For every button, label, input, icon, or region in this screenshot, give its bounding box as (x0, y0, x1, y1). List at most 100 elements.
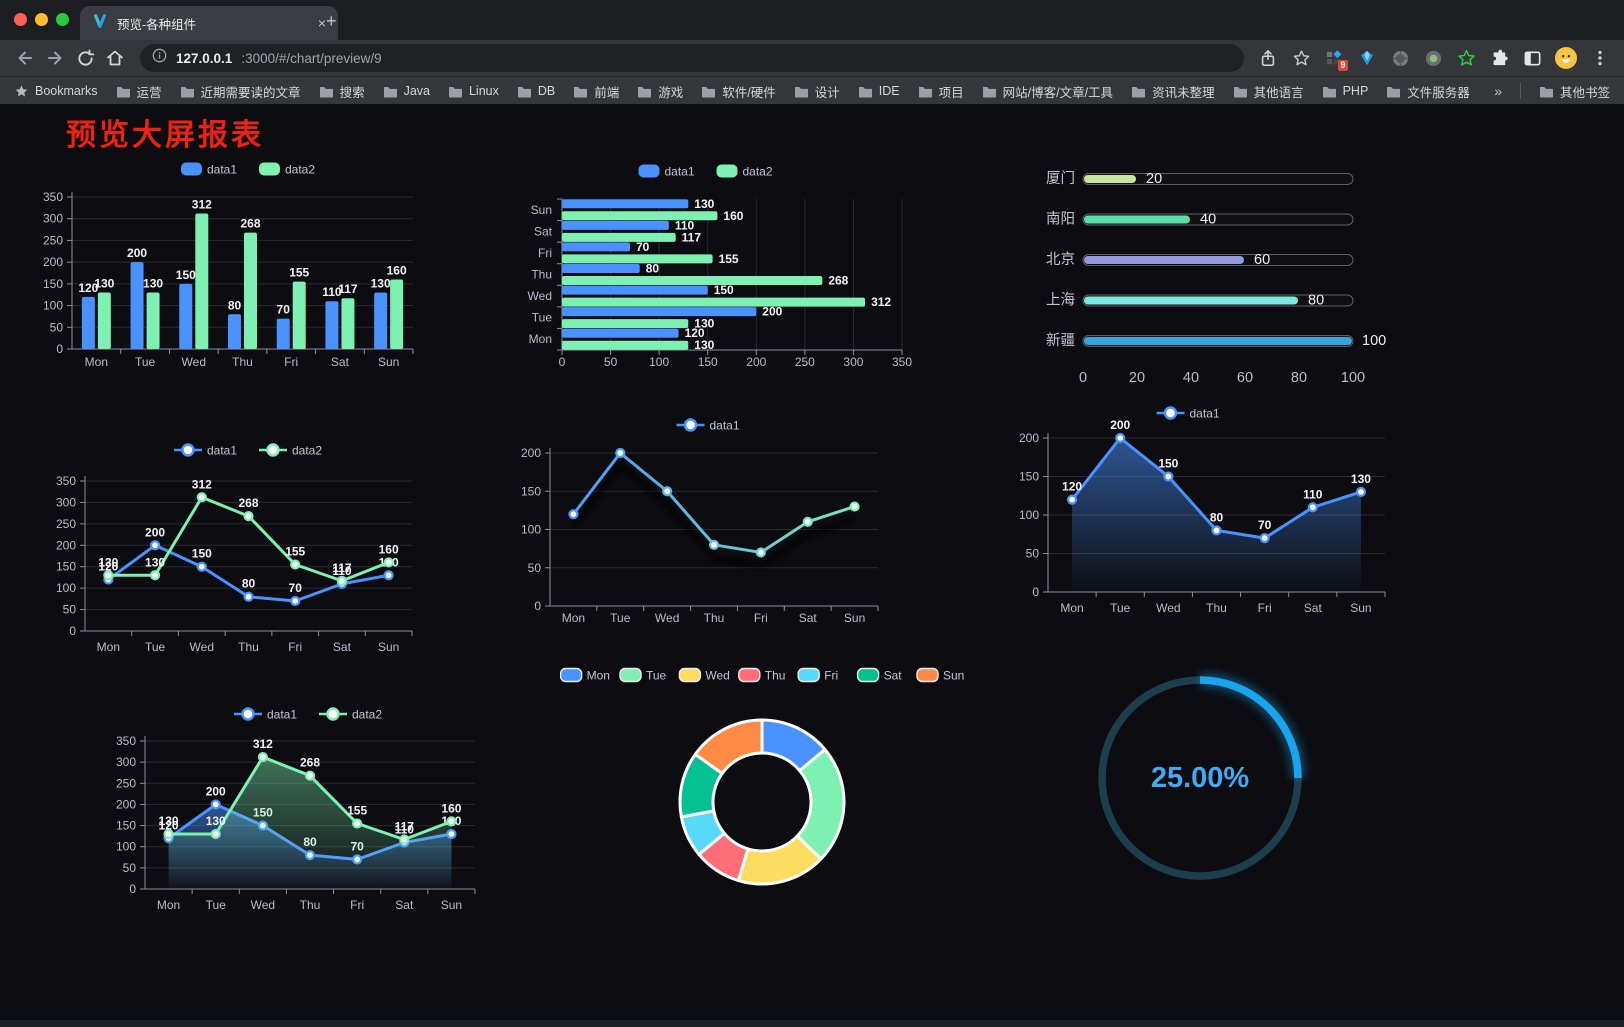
chart-donut[interactable]: Mon Tue Wed Thu Fri Sat Sun (559, 655, 970, 910)
legend-item-data2[interactable]: data2 (716, 164, 773, 179)
minimize-window-button[interactable] (35, 13, 48, 26)
bookmark-folder[interactable]: Java (383, 84, 430, 98)
legend-item-Sat[interactable]: Sat (856, 667, 903, 683)
gauge-canvas[interactable]: 25.00% (1088, 666, 1312, 890)
svg-text:200: 200 (145, 525, 165, 539)
bookmark-folder[interactable]: 设计 (794, 82, 840, 101)
home-button[interactable] (100, 43, 130, 73)
legend-item-data2[interactable]: data2 (319, 707, 382, 722)
legend-item-Thu[interactable]: Thu (738, 667, 786, 683)
svg-text:25.00%: 25.00% (1151, 762, 1250, 794)
folder-icon (638, 86, 652, 98)
profile-avatar[interactable] (1555, 47, 1577, 69)
line-gradient-canvas[interactable]: data1 0 50 100 150 200 Mon Tue Wed Thu Fri Sat Sun (500, 400, 920, 635)
bookmark-folder[interactable]: 项目 (918, 82, 964, 101)
donut-canvas[interactable]: Mon Tue Wed Thu Fri Sat Sun (559, 655, 970, 905)
extension-green-dot-icon[interactable] (1423, 48, 1443, 68)
chart-progress-bars[interactable]: 厦门 20 南阳 40 北京 60 上海 80 新疆 100 0 20 40 60 80 100 (990, 152, 1410, 392)
progress-canvas[interactable]: 厦门 20 南阳 40 北京 60 上海 80 新疆 100 0 20 40 60 80 100 (990, 152, 1410, 387)
bookmark-folder[interactable]: 软件/硬件 (701, 82, 776, 101)
legend-item-Tue[interactable]: Tue (619, 667, 667, 683)
close-window-button[interactable] (14, 13, 27, 26)
extension-shutter-icon[interactable] (1390, 48, 1410, 68)
legend-item-data1[interactable]: data1 (181, 162, 237, 177)
svg-text:40: 40 (1200, 212, 1216, 228)
bookmark-folder[interactable]: 搜索 (319, 82, 365, 101)
bookmark-folder-label: IDE (878, 84, 900, 98)
extension-gem-icon[interactable] (1357, 48, 1377, 68)
chart-bar-grouped[interactable]: data1 data2 0 50 100 150 200 250 300 350 Mon Tue Wed… (40, 153, 460, 383)
bar-grouped-canvas[interactable]: data1 data2 0 50 100 150 200 250 300 350 Mon Tue Wed… (40, 153, 460, 378)
chart-gauge[interactable]: 25.00% (1088, 666, 1312, 895)
chart-area-grouped[interactable]: data1 data2 0 50 100 150 200 250 300 350 Mon Tue Wed… (100, 700, 520, 945)
legend-item-data2[interactable]: data2 (259, 162, 315, 177)
side-panel-icon[interactable] (1522, 48, 1542, 68)
legend-item-Sun[interactable]: Sun (916, 667, 964, 683)
extension-green-star-icon[interactable] (1456, 48, 1476, 68)
svg-text:80: 80 (1291, 370, 1307, 386)
bookmark-folder[interactable]: 近期需要读的文章 (180, 82, 301, 101)
bookmark-folder-label: PHP (1342, 84, 1369, 98)
bookmark-folder[interactable]: PHP (1322, 84, 1369, 98)
area-single-canvas[interactable]: data1 0 50 100 150 200 Mon Tue Wed Thu Fri Sat Sun 12… (980, 390, 1400, 625)
bookmark-folder[interactable]: 前端 (573, 82, 619, 101)
extension-grid-diamond-icon[interactable]: 9 (1324, 48, 1348, 71)
chart-area-single[interactable]: data1 0 50 100 150 200 Mon Tue Wed Thu Fri Sat Sun 12… (980, 390, 1400, 630)
bookmark-folder[interactable]: 网站/博客/文章/工具 (982, 82, 1113, 101)
bar-horizontal-canvas[interactable]: data1 data2 0 50 100 150 200 250 300 350 Mon Tue Wed… (500, 153, 915, 378)
svg-text:268: 268 (238, 496, 258, 510)
bookmark-folder[interactable]: 游戏 (637, 82, 683, 101)
svg-text:厦门: 厦门 (1046, 170, 1075, 187)
bookmarks-overflow-chevron[interactable]: » (1494, 83, 1502, 99)
bookmark-folder[interactable]: DB (517, 84, 555, 98)
legend-item-Fri[interactable]: Fri (797, 667, 838, 683)
new-tab-button[interactable]: + (326, 11, 337, 31)
zoom-window-button[interactable] (56, 13, 69, 26)
svg-text:data1: data1 (207, 444, 237, 458)
back-button[interactable] (10, 43, 40, 73)
bookmark-folder[interactable]: IDE (858, 84, 900, 98)
address-bar[interactable]: 127.0.0.1:3000/#/chart/preview/9 (140, 44, 1244, 72)
bookmark-folder[interactable]: 其他语言 (1233, 82, 1304, 101)
bookmark-folder[interactable]: 资讯未整理 (1131, 82, 1215, 101)
svg-text:Sat: Sat (799, 611, 818, 625)
legend-item-data1[interactable]: data1 (638, 164, 695, 179)
chart-bar-horizontal[interactable]: data1 data2 0 50 100 150 200 250 300 350 Mon Tue Wed… (500, 153, 915, 383)
bookmark-folder[interactable]: Linux (448, 84, 499, 98)
reload-button[interactable] (70, 43, 100, 73)
extensions-puzzle-icon[interactable] (1489, 48, 1509, 68)
svg-text:Fri: Fri (284, 355, 298, 369)
area-grouped-canvas[interactable]: data1 data2 0 50 100 150 200 250 300 350 Mon Tue Wed… (100, 700, 520, 940)
svg-text:Thu: Thu (765, 669, 786, 683)
legend-item-data1[interactable]: data1 (676, 418, 740, 433)
bookmark-star-icon[interactable] (1291, 48, 1311, 68)
other-bookmarks-item[interactable]: 其他书签 (1539, 82, 1610, 101)
legend-item-data1[interactable]: data1 (234, 707, 297, 722)
legend-item-Mon[interactable]: Mon (559, 667, 610, 683)
legend-item-data2[interactable]: data2 (259, 443, 322, 458)
svg-text:20: 20 (1129, 370, 1145, 386)
forward-button[interactable] (40, 43, 70, 73)
legend-item-data1[interactable]: data1 (174, 443, 237, 458)
bookmark-folder[interactable]: 运营 (116, 82, 162, 101)
bookmark-folder-label: 软件/硬件 (722, 85, 776, 100)
svg-text:50: 50 (1026, 547, 1040, 561)
site-info-icon[interactable] (152, 48, 167, 68)
other-bookmarks-label: 其他书签 (1559, 85, 1610, 100)
bookmark-folder[interactable]: 文件服务器 (1386, 82, 1470, 101)
bookmarks-manager-item[interactable]: Bookmarks (14, 84, 98, 99)
menu-kebab-icon[interactable] (1590, 48, 1610, 68)
svg-text:200: 200 (206, 784, 226, 798)
chart-line-grouped[interactable]: data1 data2 0 50 100 150 200 250 300 350 Mon Tue Wed… (40, 423, 460, 668)
svg-text:Wed: Wed (251, 898, 275, 912)
legend-item-Wed[interactable]: Wed (678, 667, 730, 683)
svg-text:80: 80 (242, 577, 256, 591)
line-grouped-canvas[interactable]: data1 data2 0 50 100 150 200 250 300 350 Mon Tue Wed… (40, 423, 460, 663)
chart-line-gradient[interactable]: data1 0 50 100 150 200 Mon Tue Wed Thu Fri Sat Sun (500, 400, 920, 640)
browser-tab[interactable]: 预览-各种组件 × (80, 6, 338, 40)
svg-text:200: 200 (521, 446, 541, 460)
share-icon[interactable] (1258, 48, 1278, 68)
tab-close-icon[interactable]: × (317, 15, 326, 31)
svg-text:Sat: Sat (534, 224, 553, 238)
legend-item-data1[interactable]: data1 (1156, 406, 1220, 421)
